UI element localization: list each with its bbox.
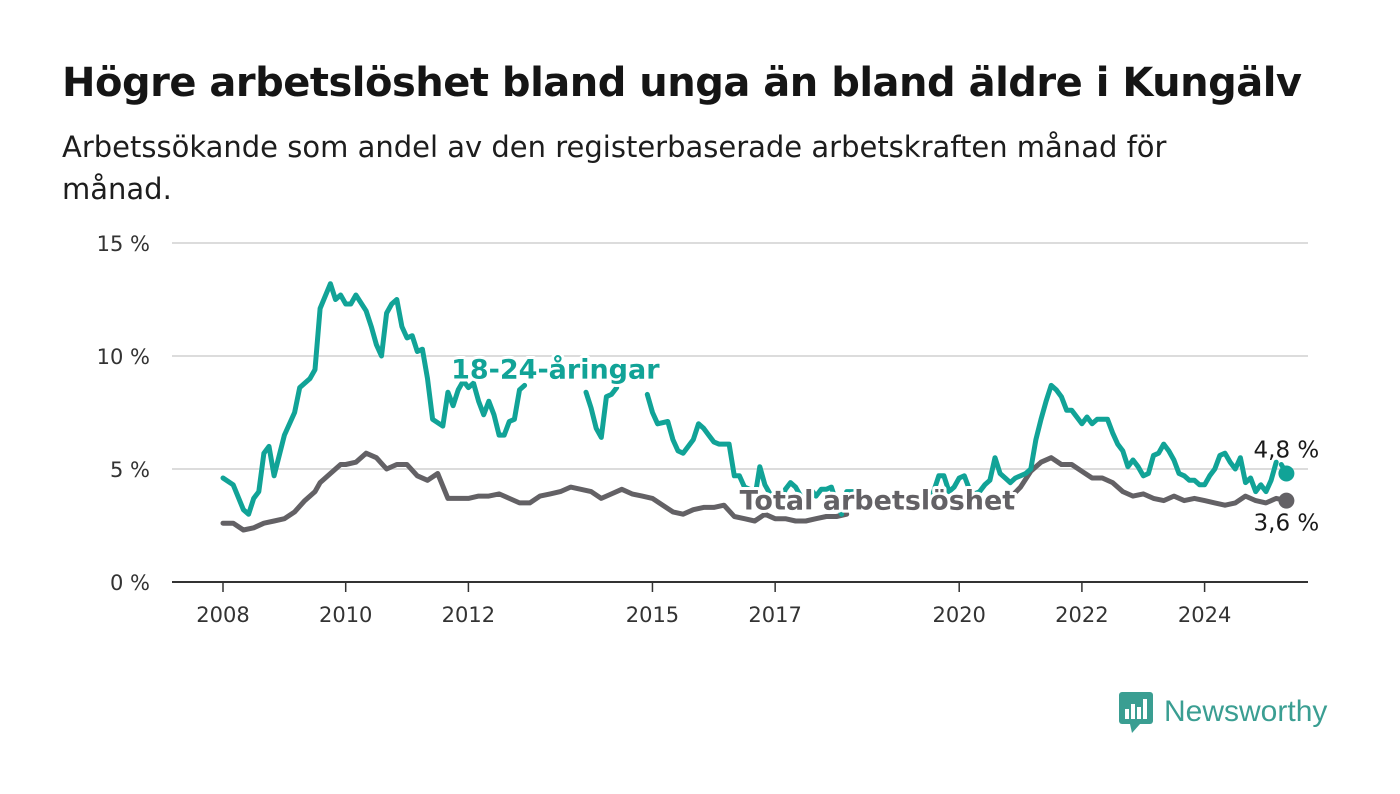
- y-axis-labels: 0 % 5 % 10 % 15 %: [97, 232, 150, 595]
- newsworthy-logo-icon: [1119, 692, 1153, 733]
- x-axis: 2008 2010 2012 2015 2017 2020 2022 2024: [172, 581, 1308, 627]
- x-tick-label: 2022: [1055, 603, 1108, 627]
- brand-logo: Newsworthy: [1118, 690, 1327, 734]
- y-tick-label: 0 %: [110, 571, 150, 595]
- series-line: [844, 489, 865, 510]
- series-labels: 18-24-åringar Total arbetslöshet 4,8 % 3,6 …: [448, 351, 1322, 540]
- end-value-label: 4,8 %: [1254, 438, 1320, 464]
- series-label: 18-24-åringar: [451, 354, 660, 386]
- x-tick-label: 2015: [626, 603, 679, 627]
- end-value-label: 3,6 %: [1254, 511, 1320, 537]
- series-lines: [220, 281, 1295, 533]
- brand-name: Newsworthy: [1164, 695, 1328, 728]
- x-tick-label: 2024: [1178, 603, 1231, 627]
- series-line: [910, 382, 1279, 510]
- x-tick-label: 2010: [319, 603, 372, 627]
- x-tick-label: 2012: [442, 603, 495, 627]
- series-line: [220, 450, 850, 533]
- series-line: [1002, 455, 1289, 508]
- series-line: [644, 391, 845, 517]
- x-tick-label: 2017: [748, 603, 801, 627]
- chart-title: Högre arbetslöshet bland unga än bland ä…: [62, 60, 1302, 106]
- end-point-marker: [1278, 465, 1295, 482]
- x-tick-label: 2020: [932, 603, 985, 627]
- end-point-marker: [1278, 492, 1295, 509]
- series-line: [583, 385, 620, 440]
- y-tick-label: 5 %: [110, 458, 150, 482]
- y-tick-label: 10 %: [97, 345, 150, 369]
- grid-lines: [172, 242, 1308, 470]
- chart-subtitle: Arbetssökande som andel av den registerb…: [62, 130, 1167, 206]
- series-label: Total arbetslöshet: [740, 486, 1016, 517]
- x-tick-label: 2008: [196, 603, 249, 627]
- y-tick-label: 15 %: [97, 232, 150, 256]
- series-line: [220, 281, 528, 517]
